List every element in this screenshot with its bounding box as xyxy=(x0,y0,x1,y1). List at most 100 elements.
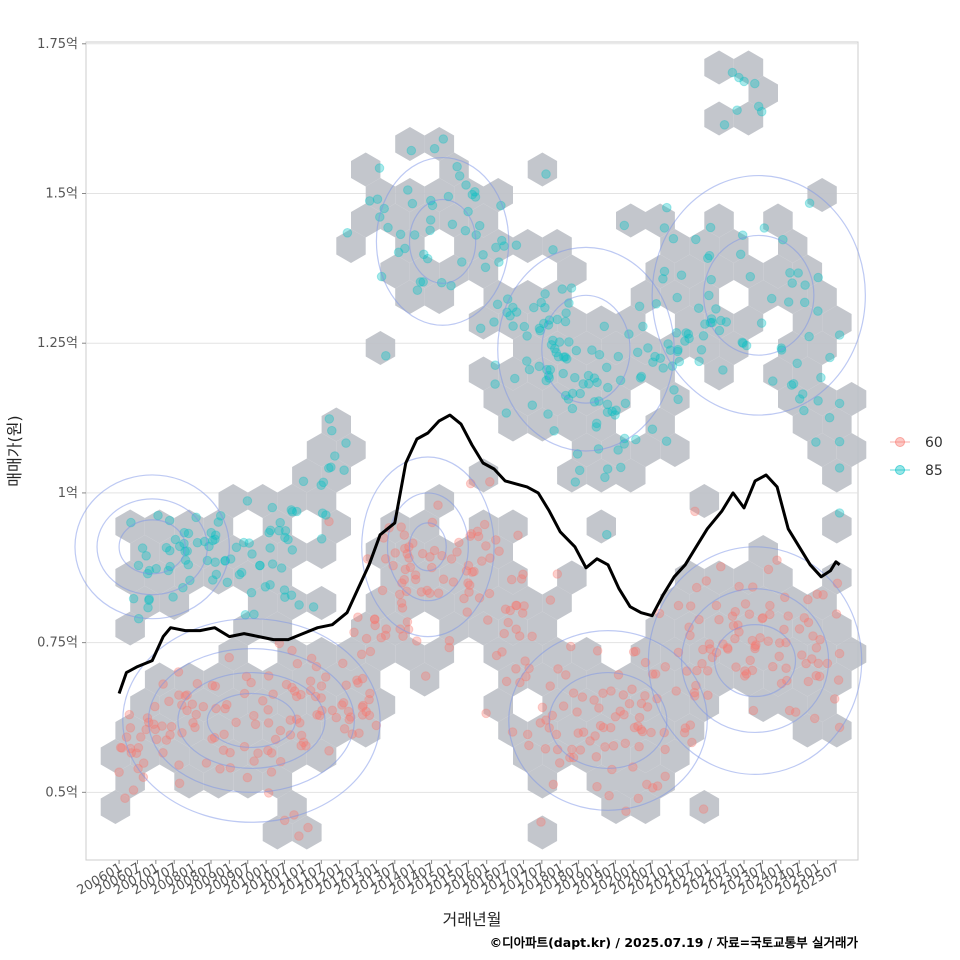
data-point-60 xyxy=(491,650,502,661)
data-point-60 xyxy=(497,647,507,657)
hexbin-cell xyxy=(674,305,705,340)
y-tick-label: 1.25억 xyxy=(37,336,78,351)
data-point-60 xyxy=(357,710,368,720)
trend-line-layer xyxy=(117,413,841,694)
data-point-60 xyxy=(481,541,491,551)
data-point-85 xyxy=(813,272,824,283)
hexbin-cell xyxy=(218,739,248,773)
data-point-60 xyxy=(165,730,175,740)
data-point-85 xyxy=(292,506,302,517)
data-point-85 xyxy=(804,198,815,208)
data-point-60 xyxy=(358,700,368,711)
data-point-85 xyxy=(400,243,410,254)
data-point-85 xyxy=(671,328,682,338)
data-point-60 xyxy=(650,669,661,679)
data-point-60 xyxy=(410,570,421,580)
data-point-60 xyxy=(211,703,221,714)
data-point-85 xyxy=(650,351,660,362)
data-point-85 xyxy=(591,422,602,432)
density-contour xyxy=(361,456,495,638)
hexbin-cell xyxy=(689,484,720,518)
data-point-85 xyxy=(316,480,327,491)
data-point-85 xyxy=(631,434,641,445)
data-point-85 xyxy=(211,569,222,580)
data-point-60 xyxy=(250,719,261,730)
hexbin-cell xyxy=(807,586,837,620)
data-point-60 xyxy=(799,613,810,623)
hexbin-cell xyxy=(513,586,543,620)
data-point-60 xyxy=(554,758,565,768)
data-point-60 xyxy=(408,538,418,549)
data-point-60 xyxy=(797,650,807,660)
data-point-60 xyxy=(834,648,845,659)
data-point-60 xyxy=(425,552,435,562)
data-point-85 xyxy=(454,171,465,181)
hexbin-cell xyxy=(262,662,293,697)
data-point-60 xyxy=(396,598,407,608)
data-point-60 xyxy=(263,745,273,756)
data-point-85 xyxy=(231,542,242,553)
data-point-85 xyxy=(562,354,572,364)
data-point-85 xyxy=(183,528,194,539)
data-point-85 xyxy=(540,302,550,313)
hexbin-cell xyxy=(792,611,823,646)
hexbin-cell xyxy=(616,458,646,493)
hexbin-cell xyxy=(778,637,808,671)
data-point-60 xyxy=(398,631,408,642)
data-point-85 xyxy=(559,352,569,362)
data-point-60 xyxy=(624,698,635,709)
hexbin-cell xyxy=(439,254,469,289)
data-point-85 xyxy=(534,323,545,334)
data-point-85 xyxy=(698,331,709,341)
data-point-85 xyxy=(524,364,535,375)
data-point-85 xyxy=(643,343,653,353)
data-point-85 xyxy=(572,449,583,459)
data-point-60 xyxy=(545,595,556,605)
hexbin-cell xyxy=(409,509,440,544)
data-point-85 xyxy=(393,247,404,258)
data-point-85 xyxy=(474,220,485,231)
data-point-60 xyxy=(220,703,230,714)
hexbin-cell xyxy=(689,688,720,722)
hexbin-cell xyxy=(733,50,764,85)
hexbin-cell xyxy=(733,662,764,697)
data-point-85 xyxy=(153,510,163,521)
data-point-85 xyxy=(575,388,586,399)
data-point-60 xyxy=(188,718,198,728)
data-point-85 xyxy=(438,134,449,144)
data-point-85 xyxy=(607,406,617,417)
data-point-85 xyxy=(491,242,501,253)
hexbin-cell xyxy=(483,535,513,569)
data-point-85 xyxy=(651,299,662,309)
data-point-60 xyxy=(494,546,504,557)
data-point-85 xyxy=(788,379,799,389)
data-point-60 xyxy=(659,727,670,738)
data-point-60 xyxy=(682,666,692,676)
data-point-60 xyxy=(138,758,149,768)
data-point-85 xyxy=(527,400,538,411)
data-point-60 xyxy=(513,530,523,541)
data-point-60 xyxy=(807,654,817,664)
data-point-60 xyxy=(834,722,845,733)
data-point-60 xyxy=(705,644,715,654)
data-point-60 xyxy=(514,631,525,641)
hexbin-cell xyxy=(218,688,248,722)
data-point-85 xyxy=(601,362,612,373)
data-point-60 xyxy=(452,547,462,557)
hexbin-cell xyxy=(321,713,351,748)
data-point-60 xyxy=(744,609,755,620)
data-point-60 xyxy=(619,709,629,720)
hexbin-cell xyxy=(144,662,175,697)
hexbin-cell xyxy=(542,637,572,671)
data-point-85 xyxy=(165,545,175,556)
data-point-85 xyxy=(540,289,550,299)
hexbin-cell xyxy=(233,713,263,748)
hexbin-cell xyxy=(660,433,690,467)
data-point-85 xyxy=(750,78,760,89)
data-point-85 xyxy=(589,373,600,383)
y-tick-label: 0.75억 xyxy=(37,636,78,651)
hexbin-cell xyxy=(630,688,661,722)
data-point-85 xyxy=(452,161,462,172)
data-point-60 xyxy=(598,722,609,733)
